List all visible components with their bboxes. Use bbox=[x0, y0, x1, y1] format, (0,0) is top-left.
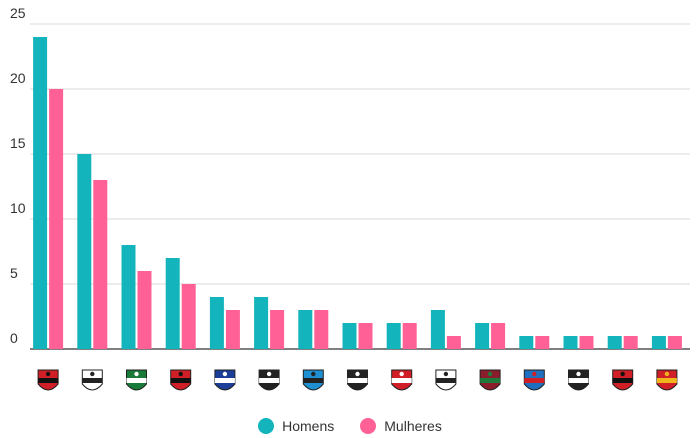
legend: Homens Mulheres bbox=[0, 414, 700, 438]
sao-paulo-crest-icon bbox=[170, 369, 192, 391]
sport-crest-icon bbox=[656, 369, 678, 391]
bar-palmeiras-mulheres bbox=[137, 271, 152, 349]
palmeiras-crest-icon bbox=[126, 369, 147, 391]
bar-flamengo-mulheres bbox=[49, 89, 64, 349]
bar-sao-paulo-mulheres bbox=[181, 284, 196, 349]
bar-bahia-mulheres bbox=[535, 336, 550, 349]
bar-atletico-mineiro-mulheres bbox=[358, 323, 373, 349]
bar-botafogo-homens bbox=[563, 336, 578, 349]
gremio-crest-icon bbox=[302, 369, 324, 391]
bar-internacional-mulheres bbox=[402, 323, 417, 349]
bar-cruzeiro-homens bbox=[209, 297, 224, 349]
bar-corinthians-homens bbox=[77, 154, 92, 349]
bar-vitoria-homens bbox=[607, 336, 622, 349]
botafogo-crest-icon bbox=[568, 369, 589, 391]
bar-gremio-mulheres bbox=[314, 310, 329, 349]
fluminense-crest-icon bbox=[479, 369, 501, 391]
y-tick-label-0: 0 bbox=[10, 330, 18, 346]
corinthians-crest-icon bbox=[81, 369, 103, 391]
bar-gremio-homens bbox=[298, 310, 313, 349]
bar-atletico-mineiro-homens bbox=[342, 323, 357, 349]
legend-item-homens[interactable]: Homens bbox=[258, 418, 334, 434]
atletico-mineiro-crest-icon bbox=[347, 369, 368, 391]
bar-sport-homens bbox=[651, 336, 666, 349]
legend-label-mulheres: Mulheres bbox=[384, 418, 442, 434]
legend-item-mulheres[interactable]: Mulheres bbox=[360, 418, 442, 434]
bar-sport-mulheres bbox=[667, 336, 682, 349]
legend-label-homens: Homens bbox=[282, 418, 335, 434]
cruzeiro-crest-icon bbox=[214, 369, 236, 391]
y-tick-label-5: 5 bbox=[10, 265, 18, 281]
bar-flamengo-homens bbox=[33, 37, 48, 349]
flamengo-crest-icon bbox=[37, 369, 59, 391]
bar-santos-mulheres bbox=[446, 336, 461, 349]
bar-vasco-homens bbox=[254, 297, 269, 349]
legend-swatch-mulheres bbox=[360, 418, 377, 434]
bar-santos-homens bbox=[430, 310, 445, 349]
bar-sao-paulo-homens bbox=[165, 258, 180, 349]
santos-crest-icon bbox=[435, 369, 457, 391]
y-tick-label-20: 20 bbox=[10, 70, 26, 86]
bar-corinthians-mulheres bbox=[93, 180, 108, 349]
bahia-crest-icon bbox=[523, 369, 545, 391]
bar-palmeiras-homens bbox=[121, 245, 136, 349]
bar-vitoria-mulheres bbox=[623, 336, 638, 349]
vitoria-crest-icon bbox=[612, 369, 634, 391]
legend-swatch-homens bbox=[258, 418, 275, 434]
y-tick-label-10: 10 bbox=[10, 200, 26, 216]
y-tick-label-25: 25 bbox=[10, 5, 26, 21]
bar-vasco-mulheres bbox=[270, 310, 285, 349]
bar-cruzeiro-mulheres bbox=[225, 310, 240, 349]
bar-fluminense-mulheres bbox=[491, 323, 506, 349]
bar-bahia-homens bbox=[519, 336, 534, 349]
y-tick-label-15: 15 bbox=[10, 135, 26, 151]
internacional-crest-icon bbox=[391, 369, 413, 391]
bar-botafogo-mulheres bbox=[579, 336, 594, 349]
bar-internacional-homens bbox=[386, 323, 401, 349]
vasco-crest-icon bbox=[258, 369, 280, 391]
bar-fluminense-homens bbox=[475, 323, 490, 349]
